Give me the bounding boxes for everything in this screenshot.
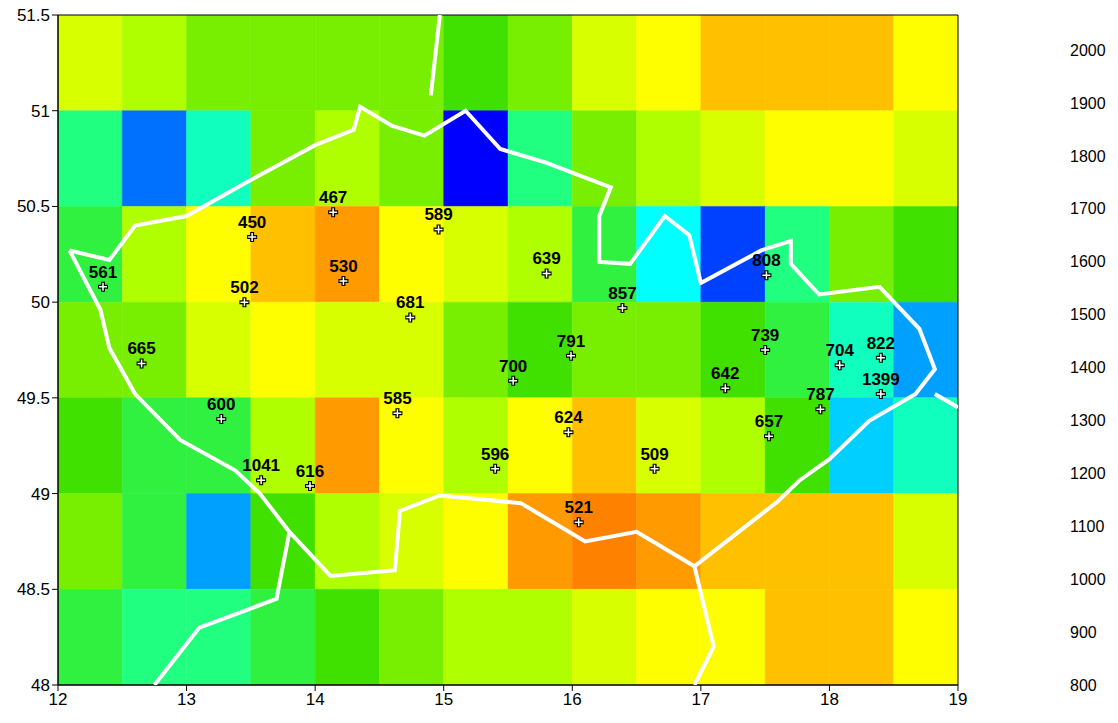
svg-text:1200: 1200 — [1070, 465, 1106, 482]
svg-text:739: 739 — [751, 326, 779, 345]
svg-text:450: 450 — [238, 213, 266, 232]
svg-text:19: 19 — [949, 690, 968, 709]
svg-text:15: 15 — [434, 690, 453, 709]
svg-text:596: 596 — [481, 445, 509, 464]
svg-text:787: 787 — [806, 385, 834, 404]
svg-text:657: 657 — [755, 412, 783, 431]
svg-text:1399: 1399 — [862, 370, 900, 389]
svg-text:14: 14 — [306, 690, 325, 709]
svg-text:51.5: 51.5 — [17, 6, 50, 25]
svg-text:1800: 1800 — [1070, 148, 1106, 165]
svg-text:1700: 1700 — [1070, 200, 1106, 217]
svg-text:681: 681 — [396, 293, 424, 312]
svg-text:1900: 1900 — [1070, 95, 1106, 112]
svg-text:1000: 1000 — [1070, 571, 1106, 588]
svg-text:49: 49 — [31, 485, 50, 504]
svg-text:624: 624 — [554, 408, 583, 427]
svg-text:791: 791 — [557, 332, 585, 351]
svg-text:585: 585 — [383, 389, 411, 408]
svg-text:857: 857 — [608, 284, 636, 303]
svg-text:13: 13 — [177, 690, 196, 709]
svg-text:808: 808 — [752, 251, 780, 270]
svg-text:1041: 1041 — [242, 456, 280, 475]
svg-text:900: 900 — [1070, 624, 1097, 641]
svg-text:589: 589 — [424, 205, 452, 224]
svg-text:1400: 1400 — [1070, 359, 1106, 376]
svg-text:639: 639 — [532, 249, 560, 268]
svg-text:600: 600 — [207, 395, 235, 414]
svg-text:18: 18 — [820, 690, 839, 709]
svg-text:642: 642 — [711, 364, 739, 383]
svg-text:1300: 1300 — [1070, 412, 1106, 429]
svg-text:502: 502 — [230, 278, 258, 297]
svg-text:17: 17 — [691, 690, 710, 709]
svg-text:616: 616 — [296, 462, 324, 481]
svg-text:822: 822 — [867, 334, 895, 353]
svg-text:49.5: 49.5 — [17, 389, 50, 408]
svg-text:2000: 2000 — [1070, 42, 1106, 59]
svg-text:50.5: 50.5 — [17, 197, 50, 216]
svg-text:467: 467 — [319, 188, 347, 207]
svg-text:521: 521 — [565, 498, 593, 517]
svg-text:16: 16 — [563, 690, 582, 709]
svg-text:48.5: 48.5 — [17, 580, 50, 599]
svg-text:1600: 1600 — [1070, 253, 1106, 270]
svg-text:12: 12 — [49, 690, 68, 709]
svg-text:48: 48 — [31, 676, 50, 695]
svg-text:700: 700 — [499, 357, 527, 376]
svg-text:1100: 1100 — [1070, 518, 1105, 535]
svg-text:561: 561 — [89, 263, 117, 282]
svg-text:51: 51 — [31, 102, 50, 121]
svg-text:50: 50 — [31, 293, 50, 312]
svg-text:1500: 1500 — [1070, 306, 1106, 323]
svg-text:704: 704 — [826, 341, 855, 360]
svg-text:509: 509 — [640, 445, 668, 464]
svg-text:665: 665 — [127, 339, 155, 358]
svg-text:530: 530 — [329, 257, 357, 276]
svg-text:800: 800 — [1070, 677, 1097, 694]
